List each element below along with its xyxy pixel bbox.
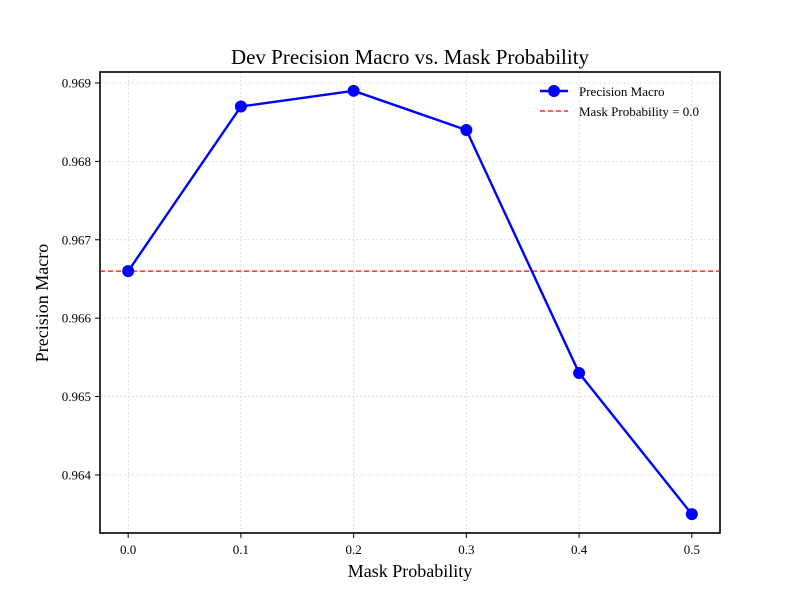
- data-point: [685, 508, 698, 521]
- y-tick-label: 0.964: [62, 467, 92, 482]
- x-tick-label: 0.1: [233, 542, 249, 557]
- legend-series-label: Precision Macro: [579, 84, 665, 99]
- series-line-precision-macro: [127, 89, 693, 515]
- x-tick-label: 0.0: [120, 542, 136, 557]
- y-tick-label: 0.969: [62, 75, 91, 90]
- x-axis-label: Mask Probability: [348, 561, 473, 581]
- x-tick-label: 0.4: [571, 542, 588, 557]
- data-point: [234, 100, 247, 113]
- x-axis-ticks: 0.0 0.1 0.2 0.3 0.4 0.5: [120, 533, 700, 557]
- y-axis-ticks: 0.964 0.965 0.966 0.967 0.968 0.969: [62, 75, 100, 482]
- y-tick-label: 0.966: [62, 311, 92, 326]
- x-tick-label: 0.3: [458, 542, 474, 557]
- legend-reference-label: Mask Probability = 0.0: [579, 104, 699, 119]
- legend-series-marker-dot: [548, 85, 560, 97]
- data-point: [573, 367, 586, 380]
- legend: Precision Macro Mask Probability = 0.0: [540, 84, 699, 119]
- y-tick-label: 0.968: [62, 154, 91, 169]
- y-tick-label: 0.965: [62, 389, 91, 404]
- x-tick-label: 0.2: [346, 542, 362, 557]
- data-point: [122, 265, 135, 278]
- data-point: [460, 124, 473, 137]
- series-points: [122, 84, 698, 521]
- x-tick-label: 0.5: [684, 542, 700, 557]
- data-point: [347, 84, 360, 97]
- chart-title: Dev Precision Macro vs. Mask Probability: [231, 45, 590, 69]
- grid: [100, 72, 720, 533]
- plot-area-frame: [99, 71, 721, 534]
- y-axis-label: Precision Macro: [32, 244, 52, 362]
- y-tick-label: 0.967: [62, 232, 92, 247]
